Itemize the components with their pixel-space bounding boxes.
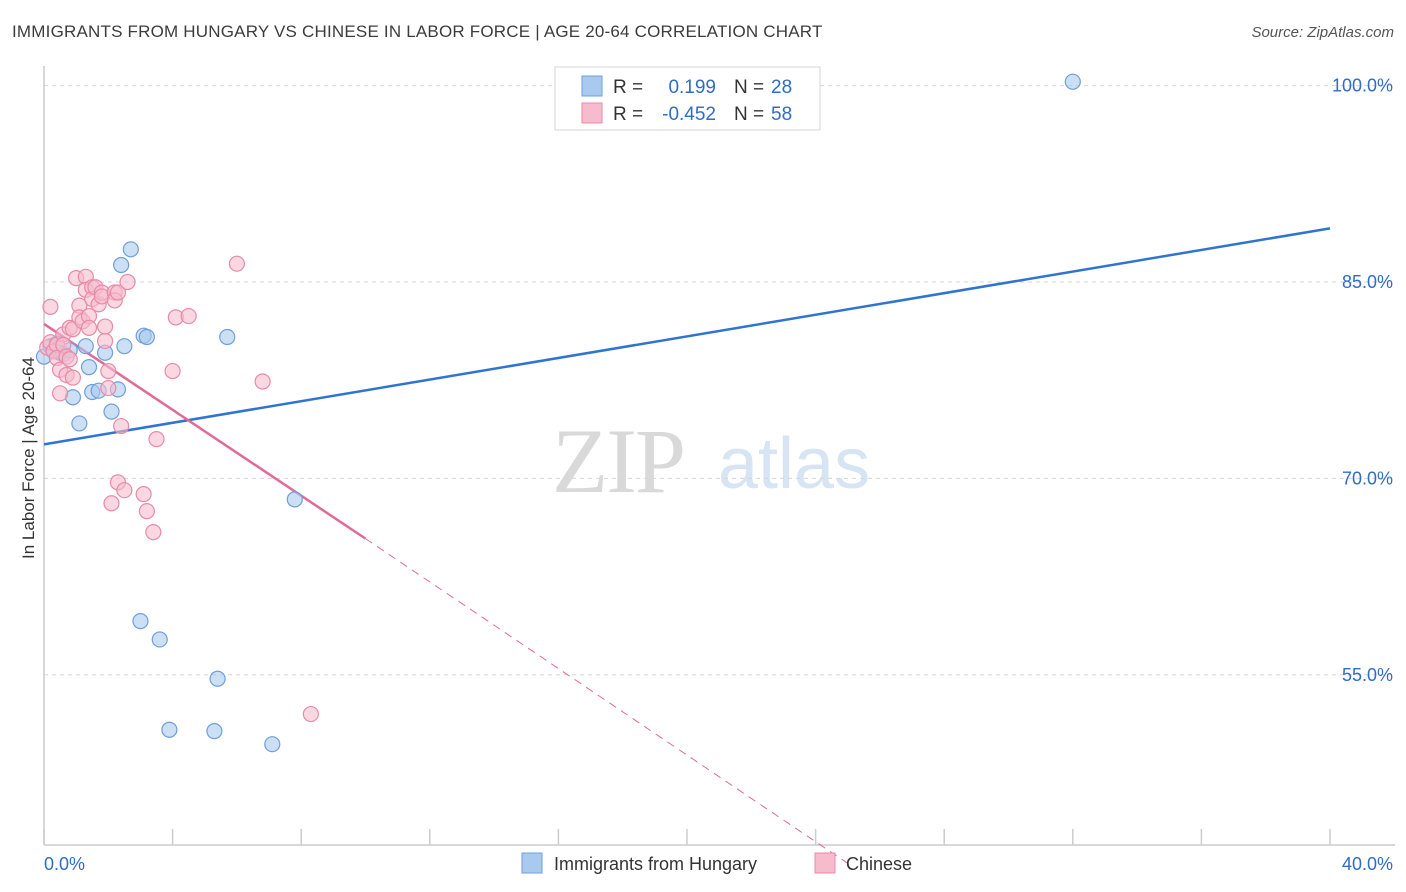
legend-row-chinese: R = -0.452 N = 58	[581, 102, 792, 125]
chinese-point	[164, 362, 181, 380]
series-legend-swatch-hungary	[521, 852, 543, 874]
hungary-point	[132, 613, 149, 630]
chinese-point	[180, 307, 197, 325]
y-tick-label: 55.0%	[1342, 665, 1393, 685]
chinese-point	[64, 369, 82, 386]
legend-n-value-chinese: 58	[771, 104, 792, 125]
grid-lines	[44, 85, 1395, 676]
chinese-point	[80, 319, 98, 336]
hungary-point	[1064, 73, 1081, 90]
legend-swatch-chinese	[581, 102, 603, 124]
series-legend-label-hungary: Immigrants from Hungary	[554, 854, 757, 874]
legend-r-label-chinese: R =	[613, 104, 643, 125]
watermark-atlas: atlas	[718, 424, 870, 504]
x-tick-label: 40.0%	[1342, 854, 1393, 874]
chinese-point	[116, 482, 133, 499]
hungary-point	[264, 736, 281, 753]
legend-row-hungary: R = 0.199 N = 28	[581, 75, 792, 98]
legend-r-value-chinese: -0.452	[662, 104, 716, 125]
legend-r-value-hungary: 0.199	[668, 77, 716, 98]
y-tick-label: 85.0%	[1342, 272, 1393, 292]
correlation-legend: R = 0.199 N = 28 R = -0.452 N = 58	[554, 66, 821, 131]
hungary-point	[80, 359, 98, 376]
chinese-point	[138, 503, 155, 520]
y-tick-label: 70.0%	[1342, 468, 1393, 488]
hungary-point	[206, 722, 223, 740]
tick-labels: 55.0% 70.0% 85.0% 100.0% 0.0% 40.0%	[44, 76, 1393, 874]
chinese-point	[96, 332, 114, 350]
hungary-point	[77, 338, 94, 355]
hungary-point	[286, 491, 303, 508]
chinese-point	[96, 318, 114, 335]
axes	[43, 66, 1395, 846]
chinese-point	[302, 705, 319, 723]
hungary-point	[209, 670, 226, 687]
chinese-point	[51, 385, 69, 402]
chinese-trend-line-extension	[365, 538, 849, 864]
legend-n-value-hungary: 28	[771, 77, 792, 98]
data-points	[35, 73, 1081, 753]
chinese-point	[148, 431, 165, 448]
x-tick-label: 0.0%	[44, 854, 85, 874]
series-legend-label-chinese: Chinese	[846, 854, 912, 874]
chinese-trend-line	[43, 322, 367, 540]
hungary-point	[103, 403, 120, 420]
hungary-point	[122, 241, 139, 258]
watermark-zip: ZIP	[552, 410, 684, 512]
hungary-point	[71, 415, 88, 432]
hungary-point	[116, 338, 133, 355]
y-tick-label: 100.0%	[1332, 76, 1393, 96]
chinese-point	[145, 523, 162, 541]
y-axis-label: In Labor Force | Age 20-64	[19, 357, 38, 559]
chinese-point	[254, 373, 271, 390]
chinese-point	[42, 298, 59, 316]
chinese-point	[135, 486, 152, 503]
legend-n-label-chinese: N =	[734, 104, 764, 125]
trend-lines	[43, 227, 1331, 864]
chinese-point	[100, 362, 117, 380]
hungary-point	[161, 721, 178, 738]
chinese-point	[109, 284, 127, 301]
series-legend: Immigrants from Hungary Chinese	[521, 852, 912, 874]
chinese-point	[103, 495, 120, 512]
source-label: Source: ZipAtlas.com	[1251, 24, 1394, 41]
chinese-point	[100, 379, 117, 397]
legend-swatch-hungary	[581, 75, 603, 97]
chinese-point	[228, 255, 245, 272]
legend-n-label-hungary: N =	[734, 77, 764, 98]
legend-r-label-hungary: R =	[613, 77, 643, 98]
chinese-point	[61, 351, 78, 368]
series-legend-swatch-chinese	[814, 852, 836, 874]
hungary-point	[151, 631, 168, 648]
chinese-point	[119, 273, 136, 291]
hungary-point	[113, 256, 130, 274]
hungary-point	[138, 328, 155, 346]
chart-title: IMMIGRANTS FROM HUNGARY VS CHINESE IN LA…	[12, 22, 823, 41]
hungary-point	[219, 328, 236, 346]
chinese-point	[113, 417, 130, 435]
hungary-trend-line	[43, 227, 1331, 446]
